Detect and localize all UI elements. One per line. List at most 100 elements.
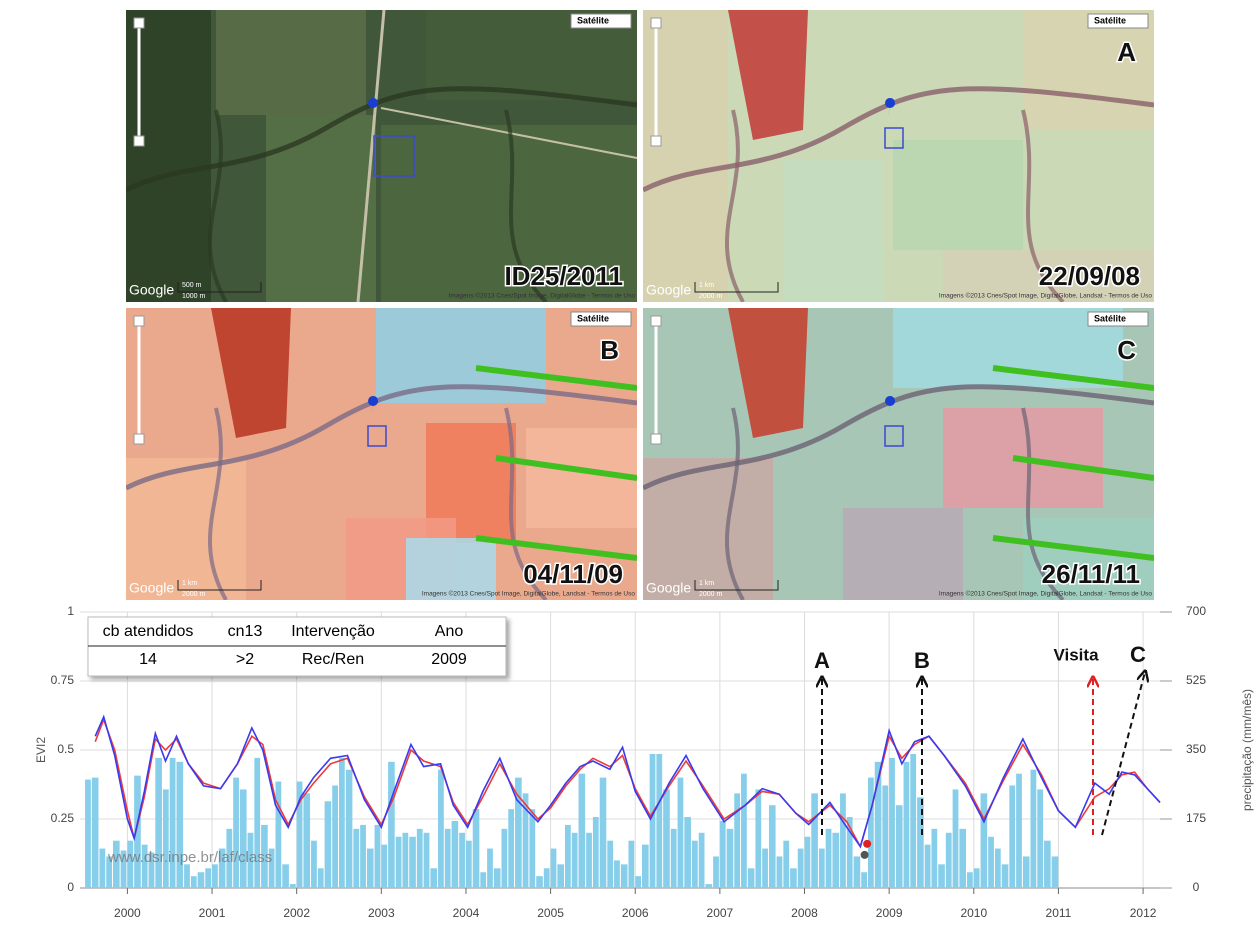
map-date: 22/09/08	[1039, 261, 1140, 291]
zoom-in[interactable]	[650, 315, 662, 327]
map-letter: B	[600, 335, 619, 365]
map-type: Satélite	[1094, 313, 1126, 323]
precip-bar	[345, 769, 353, 888]
precip-bar	[212, 864, 218, 888]
zoom-out[interactable]	[650, 433, 662, 445]
map-pin	[368, 396, 379, 416]
precip-bar	[959, 828, 967, 888]
zoom-in[interactable]	[133, 315, 145, 327]
precip-bar	[402, 832, 409, 888]
precip-bar	[924, 844, 931, 888]
precip-bar	[628, 840, 635, 888]
precip-bar	[261, 824, 268, 888]
precip-bar	[465, 840, 472, 888]
precip-bar	[184, 864, 190, 888]
info-table: cb atendidos cn13 Intervenção Ano 14 >2 Rec/Re…	[87, 616, 507, 677]
precip-bar	[141, 844, 148, 888]
precip-bar	[783, 840, 790, 888]
scale-label: 1000 m	[182, 293, 206, 300]
y-tick-label: 0	[67, 880, 74, 894]
map-box	[884, 425, 904, 447]
x-tick-label: 2004	[453, 906, 480, 920]
precip-bar	[889, 757, 895, 888]
map-road	[356, 10, 386, 302]
map-letter: C	[1117, 335, 1136, 365]
precip-bar	[332, 785, 338, 888]
map-river	[724, 109, 1065, 302]
precip-bar	[713, 856, 719, 888]
precip-bar	[755, 789, 762, 888]
scale-bar	[177, 580, 262, 591]
precip-bar	[797, 848, 804, 888]
y2-tick-label: 700	[1186, 604, 1206, 618]
x-tick-label: 2008	[791, 906, 818, 920]
precip-bar	[945, 832, 952, 888]
precip-bar	[734, 793, 741, 888]
precip-bar	[247, 832, 254, 888]
precip-bar	[99, 848, 106, 888]
map-field	[1023, 518, 1154, 600]
precip-bar	[726, 828, 734, 888]
map-type-button[interactable]	[1087, 311, 1149, 327]
precip-bar	[578, 773, 586, 888]
precip-bar	[113, 840, 120, 888]
zoom-in[interactable]	[133, 17, 145, 29]
y2-tick-label: 175	[1186, 811, 1206, 825]
watermark: www.dsr.inpe.br/laf/class	[107, 849, 272, 866]
precip-bar	[374, 824, 381, 888]
map-letter: A	[1117, 37, 1136, 67]
precip-bar	[226, 828, 233, 888]
precip-bar	[134, 775, 141, 888]
precip-bar	[874, 761, 882, 888]
precip-bar	[395, 836, 402, 888]
scale-bar	[694, 282, 779, 293]
precip-bar	[988, 836, 994, 888]
map-type-button[interactable]	[570, 13, 632, 29]
table-header: cn13	[228, 623, 263, 640]
zoom-out[interactable]	[650, 135, 662, 147]
y2-tick-label: 350	[1186, 742, 1206, 756]
map-type-button[interactable]	[1087, 13, 1149, 29]
x-tick-label: 2012	[1130, 906, 1157, 920]
x-tick-label: 2002	[283, 906, 310, 920]
y-tick-label: 0.75	[51, 673, 75, 687]
precip-bar	[106, 856, 113, 888]
zoom-out[interactable]	[133, 135, 145, 147]
precip-bar	[218, 848, 226, 888]
map-field	[216, 10, 366, 115]
annotation: Visita	[1053, 645, 1099, 664]
map-field	[1023, 10, 1154, 130]
table-cell: 14	[139, 651, 157, 668]
precip-bar	[832, 832, 840, 888]
scale-label: 2000 m	[699, 293, 723, 300]
precip-bar	[973, 868, 980, 888]
precip-bar	[811, 793, 818, 888]
scale-bar	[694, 580, 779, 591]
precip-bar	[861, 872, 867, 888]
map-credits: Imagens ©2013 Cnes/Spot Image, DigitalGl…	[939, 292, 1153, 300]
map-date: 26/11/11	[1042, 559, 1140, 589]
map-type: Satélite	[1094, 15, 1126, 25]
precip-bar	[840, 793, 846, 888]
map-type-button[interactable]	[570, 311, 632, 327]
precip-bar	[127, 840, 134, 888]
precip-bar	[493, 868, 501, 888]
precip-bar	[698, 832, 705, 888]
precip-bar	[846, 817, 853, 888]
map-river	[724, 407, 1065, 600]
table-header: Ano	[435, 623, 464, 640]
evi-line	[94, 714, 1161, 849]
map-logo: Google	[129, 282, 174, 298]
precip-bar	[917, 797, 924, 888]
map-river	[643, 86, 1154, 193]
scale-label: 2000 m	[182, 591, 206, 598]
annotation-arrow	[1101, 672, 1145, 836]
precip-bar	[148, 852, 155, 888]
precip-bar	[190, 876, 197, 888]
map-river	[126, 86, 637, 193]
zoom-in[interactable]	[650, 17, 662, 29]
map-river	[207, 407, 548, 600]
precip-bar	[155, 757, 162, 888]
zoom-out[interactable]	[133, 433, 145, 445]
